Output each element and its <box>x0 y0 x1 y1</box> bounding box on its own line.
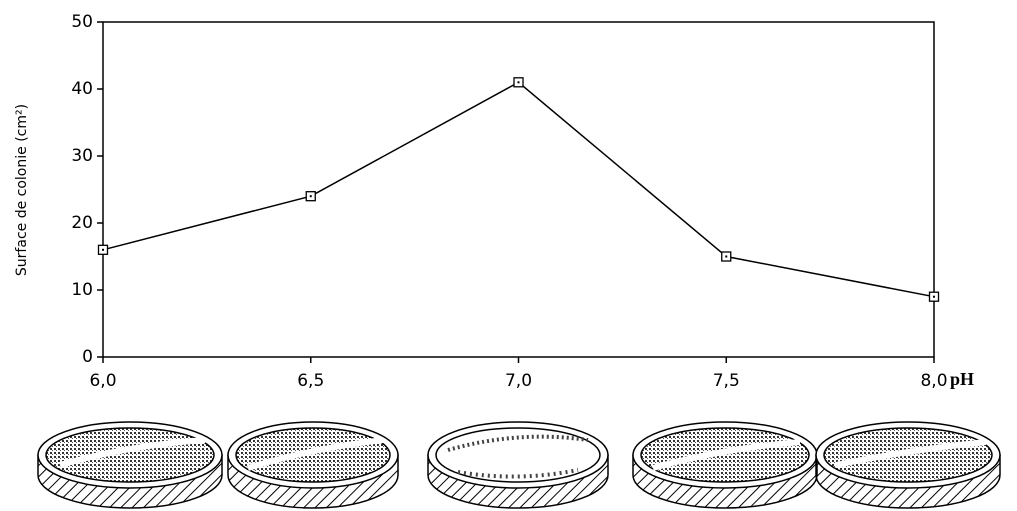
y-tick-label: 10 <box>71 280 93 300</box>
y-tick-label: 40 <box>71 79 93 99</box>
point-dot <box>517 81 520 84</box>
x-tick-label: 6,0 <box>89 371 116 391</box>
line <box>102 81 935 298</box>
y-axis-label: Surface de colonie (cm²) <box>14 104 30 276</box>
point-dot <box>725 255 728 258</box>
petri-dishes <box>37 421 1001 509</box>
point-dot <box>933 295 935 298</box>
point-dot <box>309 195 312 198</box>
x-tick-label: 7,5 <box>713 371 740 391</box>
y-tick-label: 50 <box>71 12 93 32</box>
x-tick-label: 7,0 <box>505 371 532 391</box>
y-tick-label: 20 <box>71 213 93 233</box>
plot-frame <box>102 21 935 358</box>
x-tick-label: 8,0 <box>920 371 947 391</box>
x-tick-label: 6,5 <box>297 371 324 391</box>
x-axis-label: pH <box>950 369 974 389</box>
y-tick-label: 0 <box>82 347 93 367</box>
y-tick-label: 30 <box>71 146 93 166</box>
point-dot <box>102 248 104 251</box>
